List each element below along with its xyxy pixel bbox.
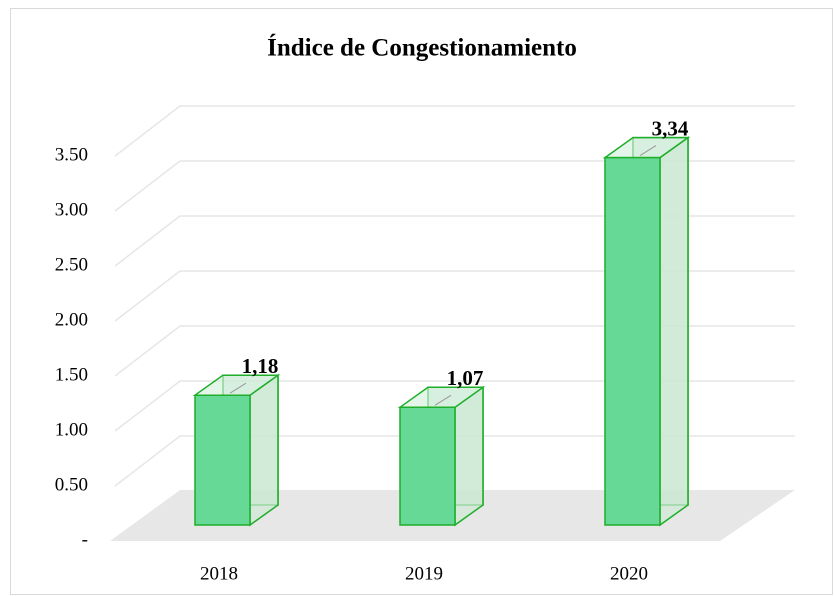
value-label: 3,34 — [652, 116, 689, 140]
bar-front — [194, 394, 251, 526]
bar-front — [399, 406, 456, 526]
leader-line — [434, 394, 452, 406]
x-tick-label: 2020 — [610, 563, 648, 584]
grid-line — [114, 105, 795, 157]
bar-side — [454, 385, 484, 527]
y-tick-label: 3.50 — [55, 144, 88, 165]
x-tick-label: 2018 — [200, 563, 238, 584]
grid-line — [114, 270, 795, 322]
value-label: 1,07 — [447, 366, 484, 390]
grid-line — [114, 325, 795, 377]
bar-side — [249, 373, 279, 527]
bar — [192, 373, 281, 527]
bar — [397, 385, 486, 527]
y-tick-label: 1.50 — [55, 364, 88, 385]
bar-side — [659, 136, 689, 527]
y-tick-label: 0.50 — [55, 474, 88, 495]
bar — [602, 136, 691, 527]
value-label: 1,18 — [242, 354, 279, 378]
grid-line — [114, 435, 795, 487]
y-tick-label: - — [82, 529, 88, 550]
y-tick-label: 3.00 — [55, 199, 88, 220]
grid-line — [114, 160, 795, 212]
leader-line — [639, 145, 657, 157]
grid-line — [114, 215, 795, 267]
leader-line — [229, 382, 247, 394]
x-tick-label: 2019 — [405, 563, 443, 584]
y-tick-label: 2.50 — [55, 254, 88, 275]
grid-line — [114, 380, 795, 432]
y-tick-label: 2.00 — [55, 309, 88, 330]
bar-front — [604, 156, 661, 526]
y-tick-label: 1.00 — [55, 419, 88, 440]
chart-title: Índice de Congestionamiento — [267, 34, 577, 62]
